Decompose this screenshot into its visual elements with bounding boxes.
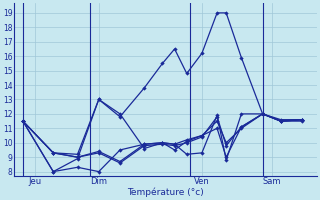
X-axis label: Température (°c): Température (°c) — [127, 188, 204, 197]
